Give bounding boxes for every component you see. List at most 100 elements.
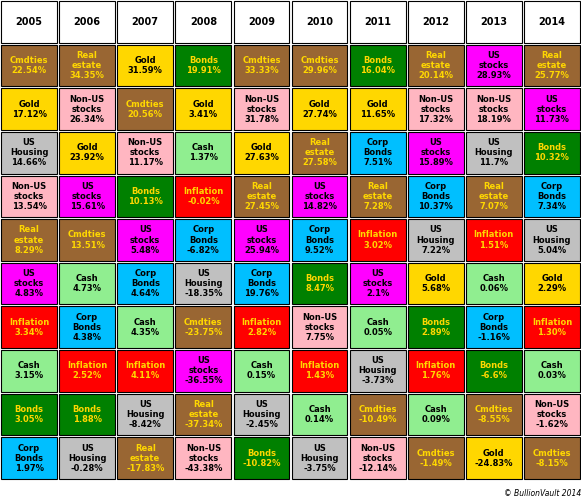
Bar — [234, 438, 289, 479]
Bar — [350, 88, 406, 130]
Bar — [350, 219, 406, 261]
Text: Gold
11.65%: Gold 11.65% — [360, 100, 395, 118]
Bar — [1, 306, 57, 348]
Bar — [1, 1, 57, 42]
Text: Gold
2.29%: Gold 2.29% — [537, 274, 566, 293]
Bar — [1, 88, 57, 130]
Bar — [175, 44, 231, 86]
Text: Bonds
1.88%: Bonds 1.88% — [73, 405, 102, 424]
Bar — [350, 394, 406, 436]
Bar — [350, 1, 406, 42]
Bar — [466, 1, 522, 42]
Bar — [59, 1, 115, 42]
Text: Real
estate
27.45%: Real estate 27.45% — [244, 182, 279, 211]
Bar — [1, 306, 57, 348]
Bar — [292, 263, 347, 304]
Text: Inflation
4.11%: Inflation 4.11% — [125, 362, 166, 380]
Text: Cash
0.05%: Cash 0.05% — [363, 318, 392, 337]
Bar — [175, 1, 231, 42]
Bar — [408, 44, 464, 86]
Bar — [234, 44, 289, 86]
Text: Corp
Bonds
7.51%: Corp Bonds 7.51% — [363, 138, 392, 168]
Bar — [466, 219, 522, 261]
Bar — [117, 1, 173, 42]
Bar — [175, 438, 231, 479]
Bar — [234, 176, 289, 217]
Bar — [59, 219, 115, 261]
Bar — [59, 306, 115, 348]
Bar — [117, 263, 173, 304]
Bar — [466, 132, 522, 173]
Bar — [292, 219, 347, 261]
Bar — [292, 44, 347, 86]
Bar — [524, 176, 580, 217]
Bar — [292, 263, 347, 304]
Bar — [175, 219, 231, 261]
Text: US
stocks
15.61%: US stocks 15.61% — [70, 182, 105, 211]
Bar — [524, 44, 580, 86]
Bar — [1, 44, 57, 86]
Bar — [466, 394, 522, 436]
Text: US
Housing
11.7%: US Housing 11.7% — [475, 138, 513, 168]
Bar — [1, 350, 57, 392]
Bar — [408, 306, 464, 348]
Bar — [59, 350, 115, 392]
Bar — [350, 306, 406, 348]
Text: Inflation
1.76%: Inflation 1.76% — [415, 362, 456, 380]
Text: Cash
4.73%: Cash 4.73% — [73, 274, 102, 293]
Text: Gold
27.63%: Gold 27.63% — [244, 143, 279, 163]
Bar — [175, 350, 231, 392]
Text: 2005: 2005 — [16, 17, 42, 27]
Bar — [117, 394, 173, 436]
Text: 2006: 2006 — [74, 17, 101, 27]
Bar — [292, 132, 347, 173]
Bar — [1, 438, 57, 479]
Bar — [524, 394, 580, 436]
Bar — [408, 1, 464, 42]
Bar — [350, 44, 406, 86]
Text: Inflation
1.51%: Inflation 1.51% — [474, 230, 514, 250]
Text: US
Housing
-8.42%: US Housing -8.42% — [126, 400, 164, 429]
Bar — [350, 394, 406, 436]
Bar — [117, 132, 173, 173]
Bar — [234, 350, 289, 392]
Text: US
stocks
5.48%: US stocks 5.48% — [130, 226, 160, 254]
Bar — [59, 44, 115, 86]
Bar — [408, 394, 464, 436]
Text: Bonds
10.13%: Bonds 10.13% — [128, 187, 163, 206]
Bar — [408, 88, 464, 130]
Text: US
stocks
15.89%: US stocks 15.89% — [418, 138, 453, 168]
Bar — [292, 1, 347, 42]
Bar — [234, 219, 289, 261]
Text: Non-US
stocks
-1.62%: Non-US stocks -1.62% — [535, 400, 569, 429]
Bar — [234, 44, 289, 86]
Bar — [117, 219, 173, 261]
Bar — [175, 350, 231, 392]
Text: Inflation
3.34%: Inflation 3.34% — [9, 318, 49, 337]
Bar — [175, 306, 231, 348]
Bar — [524, 176, 580, 217]
Bar — [466, 219, 522, 261]
Bar — [117, 44, 173, 86]
Text: Bonds
16.04%: Bonds 16.04% — [360, 56, 395, 75]
Bar — [292, 88, 347, 130]
Bar — [292, 350, 347, 392]
Text: Real
estate
-37.34%: Real estate -37.34% — [184, 400, 223, 429]
Text: Cmdties
-1.49%: Cmdties -1.49% — [417, 448, 455, 468]
Text: Cash
0.15%: Cash 0.15% — [247, 362, 276, 380]
Bar — [1, 219, 57, 261]
Bar — [408, 438, 464, 479]
Bar — [350, 263, 406, 304]
Text: Corp
Bonds
4.64%: Corp Bonds 4.64% — [131, 269, 160, 298]
Bar — [1, 350, 57, 392]
Text: Cmdties
-23.75%: Cmdties -23.75% — [184, 318, 223, 337]
Bar — [466, 132, 522, 173]
Text: Cash
4.35%: Cash 4.35% — [131, 318, 160, 337]
Bar — [175, 176, 231, 217]
Bar — [1, 44, 57, 86]
Bar — [524, 306, 580, 348]
Text: Real
estate
34.35%: Real estate 34.35% — [70, 51, 105, 80]
Bar — [466, 350, 522, 392]
Bar — [1, 438, 57, 479]
Text: Cmdties
20.56%: Cmdties 20.56% — [126, 100, 164, 118]
